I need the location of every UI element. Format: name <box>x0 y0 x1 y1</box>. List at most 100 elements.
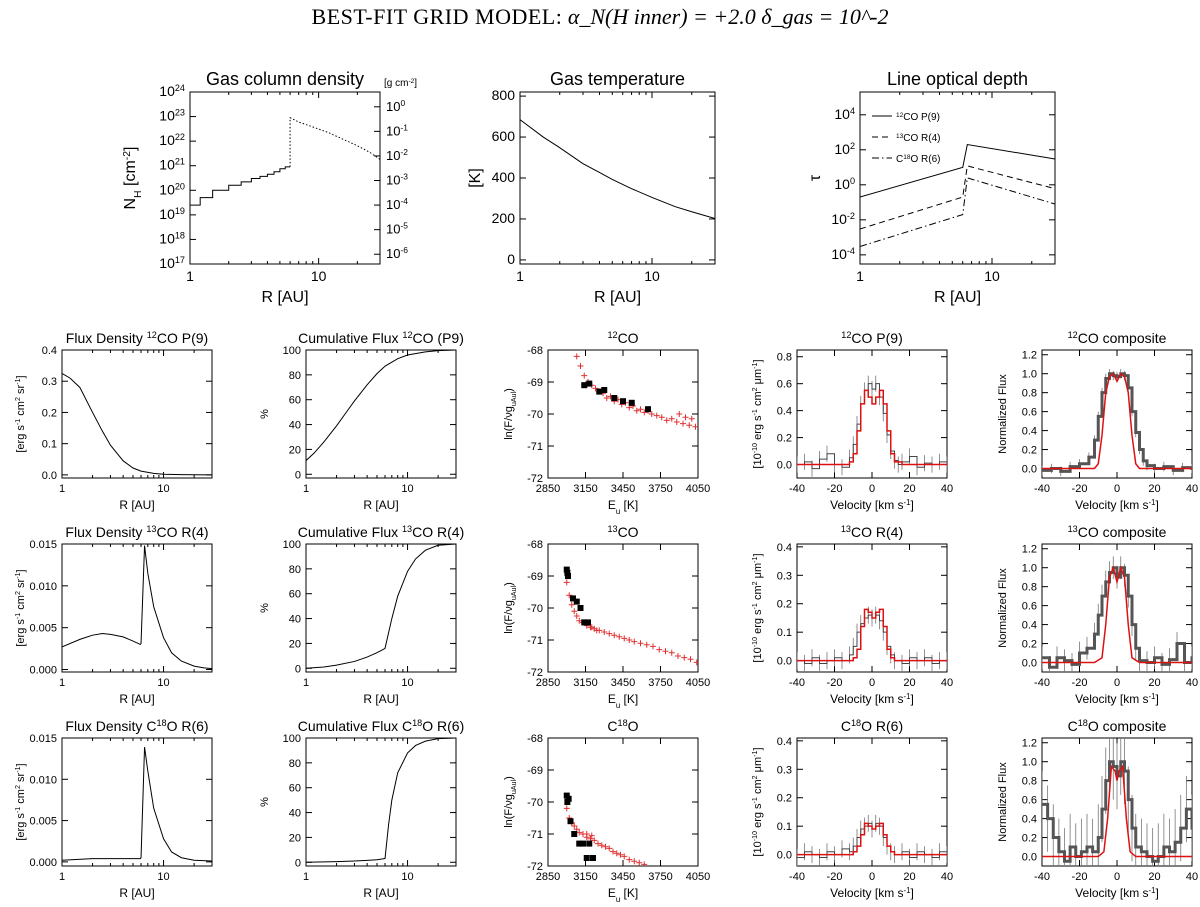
data-point-observed <box>645 406 651 413</box>
data-point-model <box>598 842 605 849</box>
y-tick-label: 0.0 <box>1022 658 1037 670</box>
chart-flux-density-13co: Flux Density 13CO R(4) 1 10 0.000 0.005 0.010… <box>14 524 213 706</box>
data-point-model <box>688 415 695 422</box>
y-tick-label: 0.4 <box>1022 620 1037 632</box>
y-tick-label: 0.0 <box>1022 464 1037 476</box>
y-tick-label: 0.6 <box>1022 407 1037 419</box>
x-tick-label: 1 <box>59 871 65 883</box>
data-point-observed <box>567 818 574 825</box>
y-tick-label: -71 <box>527 441 543 453</box>
y-tick-label: 0.4 <box>777 406 792 418</box>
x-axis-label: Eu [K] <box>608 498 638 516</box>
x-tick-label: 1 <box>59 677 65 689</box>
y2-tick-label: 10-5 <box>386 221 408 237</box>
x-tick-label: -40 <box>789 871 805 883</box>
y-tick-label: 0.010 <box>29 774 57 786</box>
data-point-model <box>673 419 680 425</box>
y-tick-label: 1023 <box>159 108 185 124</box>
x-tick-label: 10 <box>157 483 169 495</box>
y-tick-label: 0.0 <box>1022 852 1037 864</box>
data-point-model <box>641 409 648 416</box>
y-tick-label: -72 <box>527 473 543 485</box>
y-tick-label: 1.2 <box>1022 544 1037 556</box>
x-tick-label: 40 <box>1186 483 1198 495</box>
y-tick-label: 40 <box>289 614 301 626</box>
y-tick-label: 40 <box>289 420 301 432</box>
y-tick-label: 0.1 <box>777 627 792 639</box>
y-tick-label: 10-2 <box>831 211 855 227</box>
x-tick-label: 2850 <box>536 483 560 495</box>
y2-tick-label: 10-1 <box>386 122 408 138</box>
y-tick-label: 0 <box>507 251 515 267</box>
plot-frame <box>1041 349 1193 479</box>
y-tick-label: 0.3 <box>42 376 57 388</box>
chart-title: 12CO composite <box>1068 330 1167 346</box>
series-flux <box>62 545 212 670</box>
y-tick-label: 0.2 <box>1022 445 1037 457</box>
x-tick-label: -20 <box>1072 677 1088 689</box>
chart-line-optical-depth: Line optical depth 1 10 10-4 10-2 100 102 104 R … <box>807 69 1056 306</box>
plot-area <box>306 738 456 863</box>
data-point-model <box>631 858 638 865</box>
chart-cumulative-flux-12co: Cumulative Flux 12CO (P9)1 10020406080100… <box>259 330 464 512</box>
data-point-observed <box>585 619 591 626</box>
y-axis-label: ln(F/νguAul) <box>503 582 518 634</box>
data-point-observed <box>628 399 635 406</box>
chart-rotation-c18o: C18O 2850 3150 3450 3750 4050 -72 -71 -70 -69 -68 E… <box>503 718 710 904</box>
data-point-observed <box>563 792 570 799</box>
y-tick-label: 0.000 <box>29 664 57 676</box>
chart-gas-temperature: Gas temperature 1 10 0 200 400 600 800 R [AU] [K] <box>467 69 716 306</box>
y-axis-label: NH [cm-2] <box>122 147 144 210</box>
chart-title: 13CO R(4) <box>841 524 903 540</box>
chart-title: Flux Density 12CO P(9) <box>66 330 208 346</box>
figure-title-formula: α_N(H inner) = +2.0 δ_gas = 10^-2 <box>567 4 889 29</box>
x-tick-label: 40 <box>941 871 953 883</box>
chart-title: Gas temperature <box>550 69 685 89</box>
y2-tick-label: 100 <box>386 98 405 114</box>
series-model <box>1042 565 1192 664</box>
y-tick-label: 1024 <box>159 83 185 99</box>
y-tick-label: 0.2 <box>777 793 792 805</box>
y-tick-label: 60 <box>289 395 301 407</box>
x-tick-label: 4050 <box>686 677 710 689</box>
chart-flux-density-c18o: Flux Density C18O R(6) 1 10 0.000 0.005 0.010… <box>14 718 213 900</box>
y-tick-label: -72 <box>527 861 543 873</box>
data-point-model <box>680 420 686 427</box>
data-point-model <box>676 411 683 417</box>
y-tick-label: 0.010 <box>29 581 57 593</box>
x-tick-label: 20 <box>1148 871 1160 883</box>
data-point-model <box>571 823 578 829</box>
data-point-model <box>577 363 584 369</box>
data-point-model <box>637 640 644 647</box>
y-axis-label: [erg s-1 cm2 sr-1] <box>14 569 27 646</box>
y-axis-label: % <box>259 409 271 419</box>
data-point-model <box>633 407 640 414</box>
y-tick-label: 0.8 <box>1022 388 1037 400</box>
x-tick-label: 4050 <box>686 483 710 495</box>
y-tick-label: 0.000 <box>29 857 57 869</box>
y2-tick-label: 10-2 <box>386 147 408 163</box>
y-tick-label: 1.0 <box>1022 757 1037 769</box>
plot-area <box>306 350 456 461</box>
chart-title: C18O composite <box>1068 718 1167 734</box>
series-observed <box>1042 372 1192 473</box>
x-axis-label: Velocity [km s-1] <box>1075 498 1159 513</box>
data-point-model <box>616 633 623 640</box>
y-tick-label: 0.3 <box>777 764 792 776</box>
series-model <box>797 389 947 466</box>
y-tick-label: 1019 <box>159 206 185 222</box>
y-tick-label: 0.8 <box>777 352 792 364</box>
chart-title: C18O <box>607 718 638 734</box>
x-axis-label: R [AU] <box>119 498 154 512</box>
y-tick-label: 0.0 <box>777 460 792 472</box>
series-t-gas <box>520 119 715 220</box>
y-tick-label: 0.6 <box>1022 795 1037 807</box>
x-tick-label: -40 <box>1034 677 1050 689</box>
y-tick-label: 0.6 <box>1022 601 1037 613</box>
data-point-model <box>643 641 650 648</box>
series-model <box>797 608 947 662</box>
x-tick-label: 1 <box>516 268 524 284</box>
y2-tick-label: 10-4 <box>386 196 408 212</box>
plot-frame <box>547 349 699 479</box>
x-tick-label: 10 <box>984 268 1000 284</box>
